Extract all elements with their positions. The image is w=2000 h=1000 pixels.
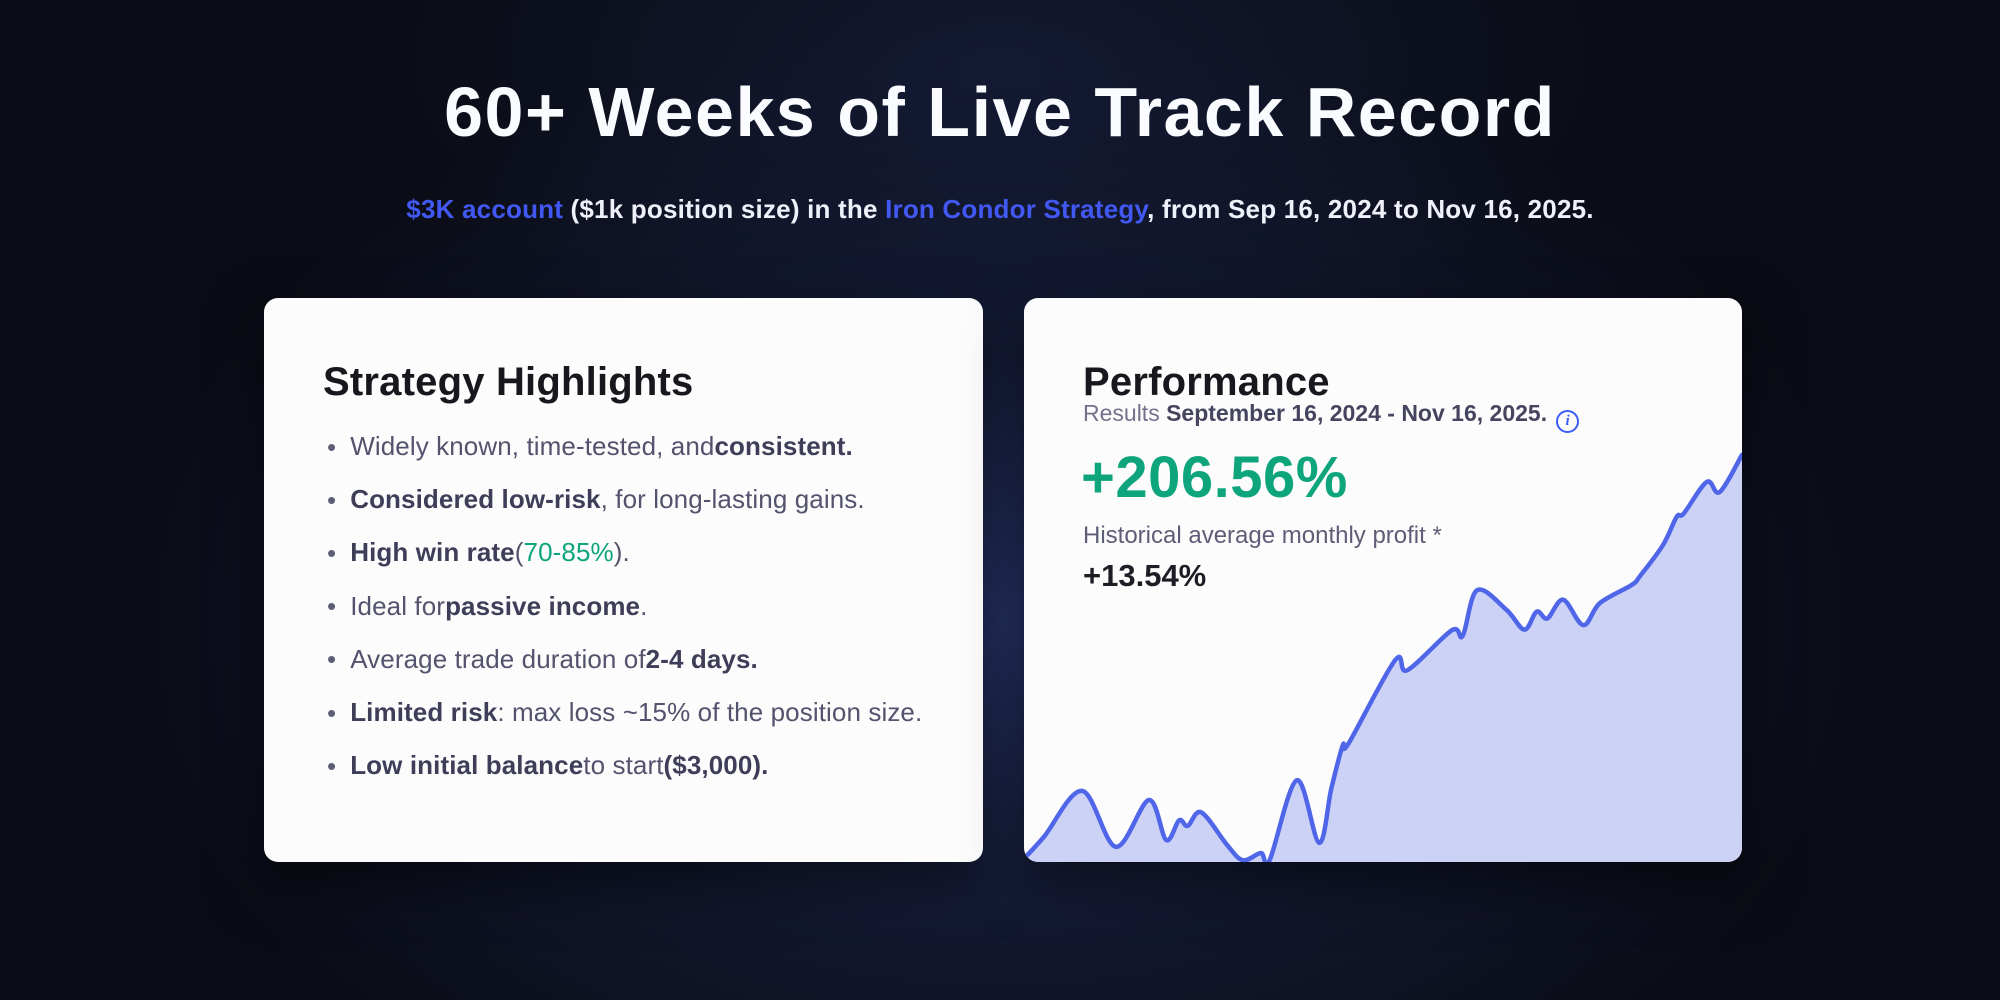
text-segment: Ideal for xyxy=(350,590,446,621)
text-segment: Low initial balance xyxy=(350,750,584,781)
avg-monthly-profit-label: Historical average monthly profit * xyxy=(1083,522,1442,549)
text-segment: Widely known, time-tested, and xyxy=(350,431,715,462)
results-label: Results xyxy=(1083,400,1160,426)
text-segment: $3K account xyxy=(406,194,564,224)
highlight-item: • Average trade duration of 2-4 days. xyxy=(327,633,943,686)
highlight-item: • Limited risk: max loss ~15% of the posi… xyxy=(327,686,943,739)
text-segment: 2-4 days. xyxy=(645,643,758,674)
text-segment: Limited risk xyxy=(350,697,498,728)
bullet-dot-icon: • xyxy=(327,431,337,462)
results-dates: September 16, 2024 - Nov 16, 2025. xyxy=(1166,400,1548,426)
text-segment: Considered low-risk xyxy=(350,484,601,515)
equity-curve-chart xyxy=(1024,298,1742,862)
text-segment: to start xyxy=(583,750,664,781)
text-segment: ($3,000). xyxy=(663,750,769,781)
strategy-highlights-card: Strategy Highlights • Widely known, time-… xyxy=(264,298,983,862)
highlight-item: • Widely known, time-tested, and consiste… xyxy=(327,420,943,473)
equity-curve-line xyxy=(1024,452,1742,862)
bullet-dot-icon: • xyxy=(327,484,337,515)
highlights-card-title: Strategy Highlights xyxy=(323,360,694,404)
bullet-dot-icon: • xyxy=(327,697,337,728)
highlights-list: • Widely known, time-tested, and consiste… xyxy=(327,420,943,792)
text-segment: High win rate xyxy=(350,537,515,568)
highlight-item: • Low initial balance to start ($3,000). xyxy=(327,739,943,792)
text-segment: Average trade duration of xyxy=(350,643,646,674)
highlight-item: • Ideal for passive income. xyxy=(327,580,943,633)
highlight-item: • Considered low-risk, for long-lasting g… xyxy=(327,473,943,526)
page-title: 60+ Weeks of Live Track Record xyxy=(444,73,1556,151)
bullet-dot-icon: • xyxy=(327,644,337,675)
text-segment: ( xyxy=(514,537,524,568)
info-icon[interactable]: i xyxy=(1556,410,1580,433)
text-segment: : max loss ~15% of the position size. xyxy=(497,697,923,728)
text-segment: consistent. xyxy=(714,431,853,462)
text-segment: ). xyxy=(613,537,630,568)
bullet-dot-icon: • xyxy=(327,591,337,622)
page-subtitle: $3K account ($1k position size) in the I… xyxy=(0,194,2000,225)
text-segment: , for long-lasting gains. xyxy=(600,484,865,515)
text-segment: Iron Condor Strategy xyxy=(885,194,1148,224)
text-segment: passive income xyxy=(445,590,641,621)
bullet-dot-icon: • xyxy=(327,537,337,568)
performance-card-title: Performance xyxy=(1083,360,1330,404)
highlight-item: • High win rate (70-85%). xyxy=(327,526,943,579)
performance-card: Performance Results September 16, 2024 -… xyxy=(1024,298,1742,862)
total-return-value: +206.56% xyxy=(1081,445,1348,510)
text-segment: , from Sep 16, 2024 to Nov 16, 2025. xyxy=(1147,194,1594,224)
text-segment: ($1k position size) in the xyxy=(563,194,886,224)
results-period-line: Results September 16, 2024 - Nov 16, 202… xyxy=(1083,400,1580,433)
avg-monthly-profit-value: +13.54% xyxy=(1083,558,1207,593)
equity-curve-fill xyxy=(1024,454,1742,862)
bullet-dot-icon: • xyxy=(327,750,337,781)
text-segment: . xyxy=(640,590,648,621)
equity-curve-svg xyxy=(1024,452,1742,862)
text-segment: 70-85% xyxy=(523,537,614,568)
